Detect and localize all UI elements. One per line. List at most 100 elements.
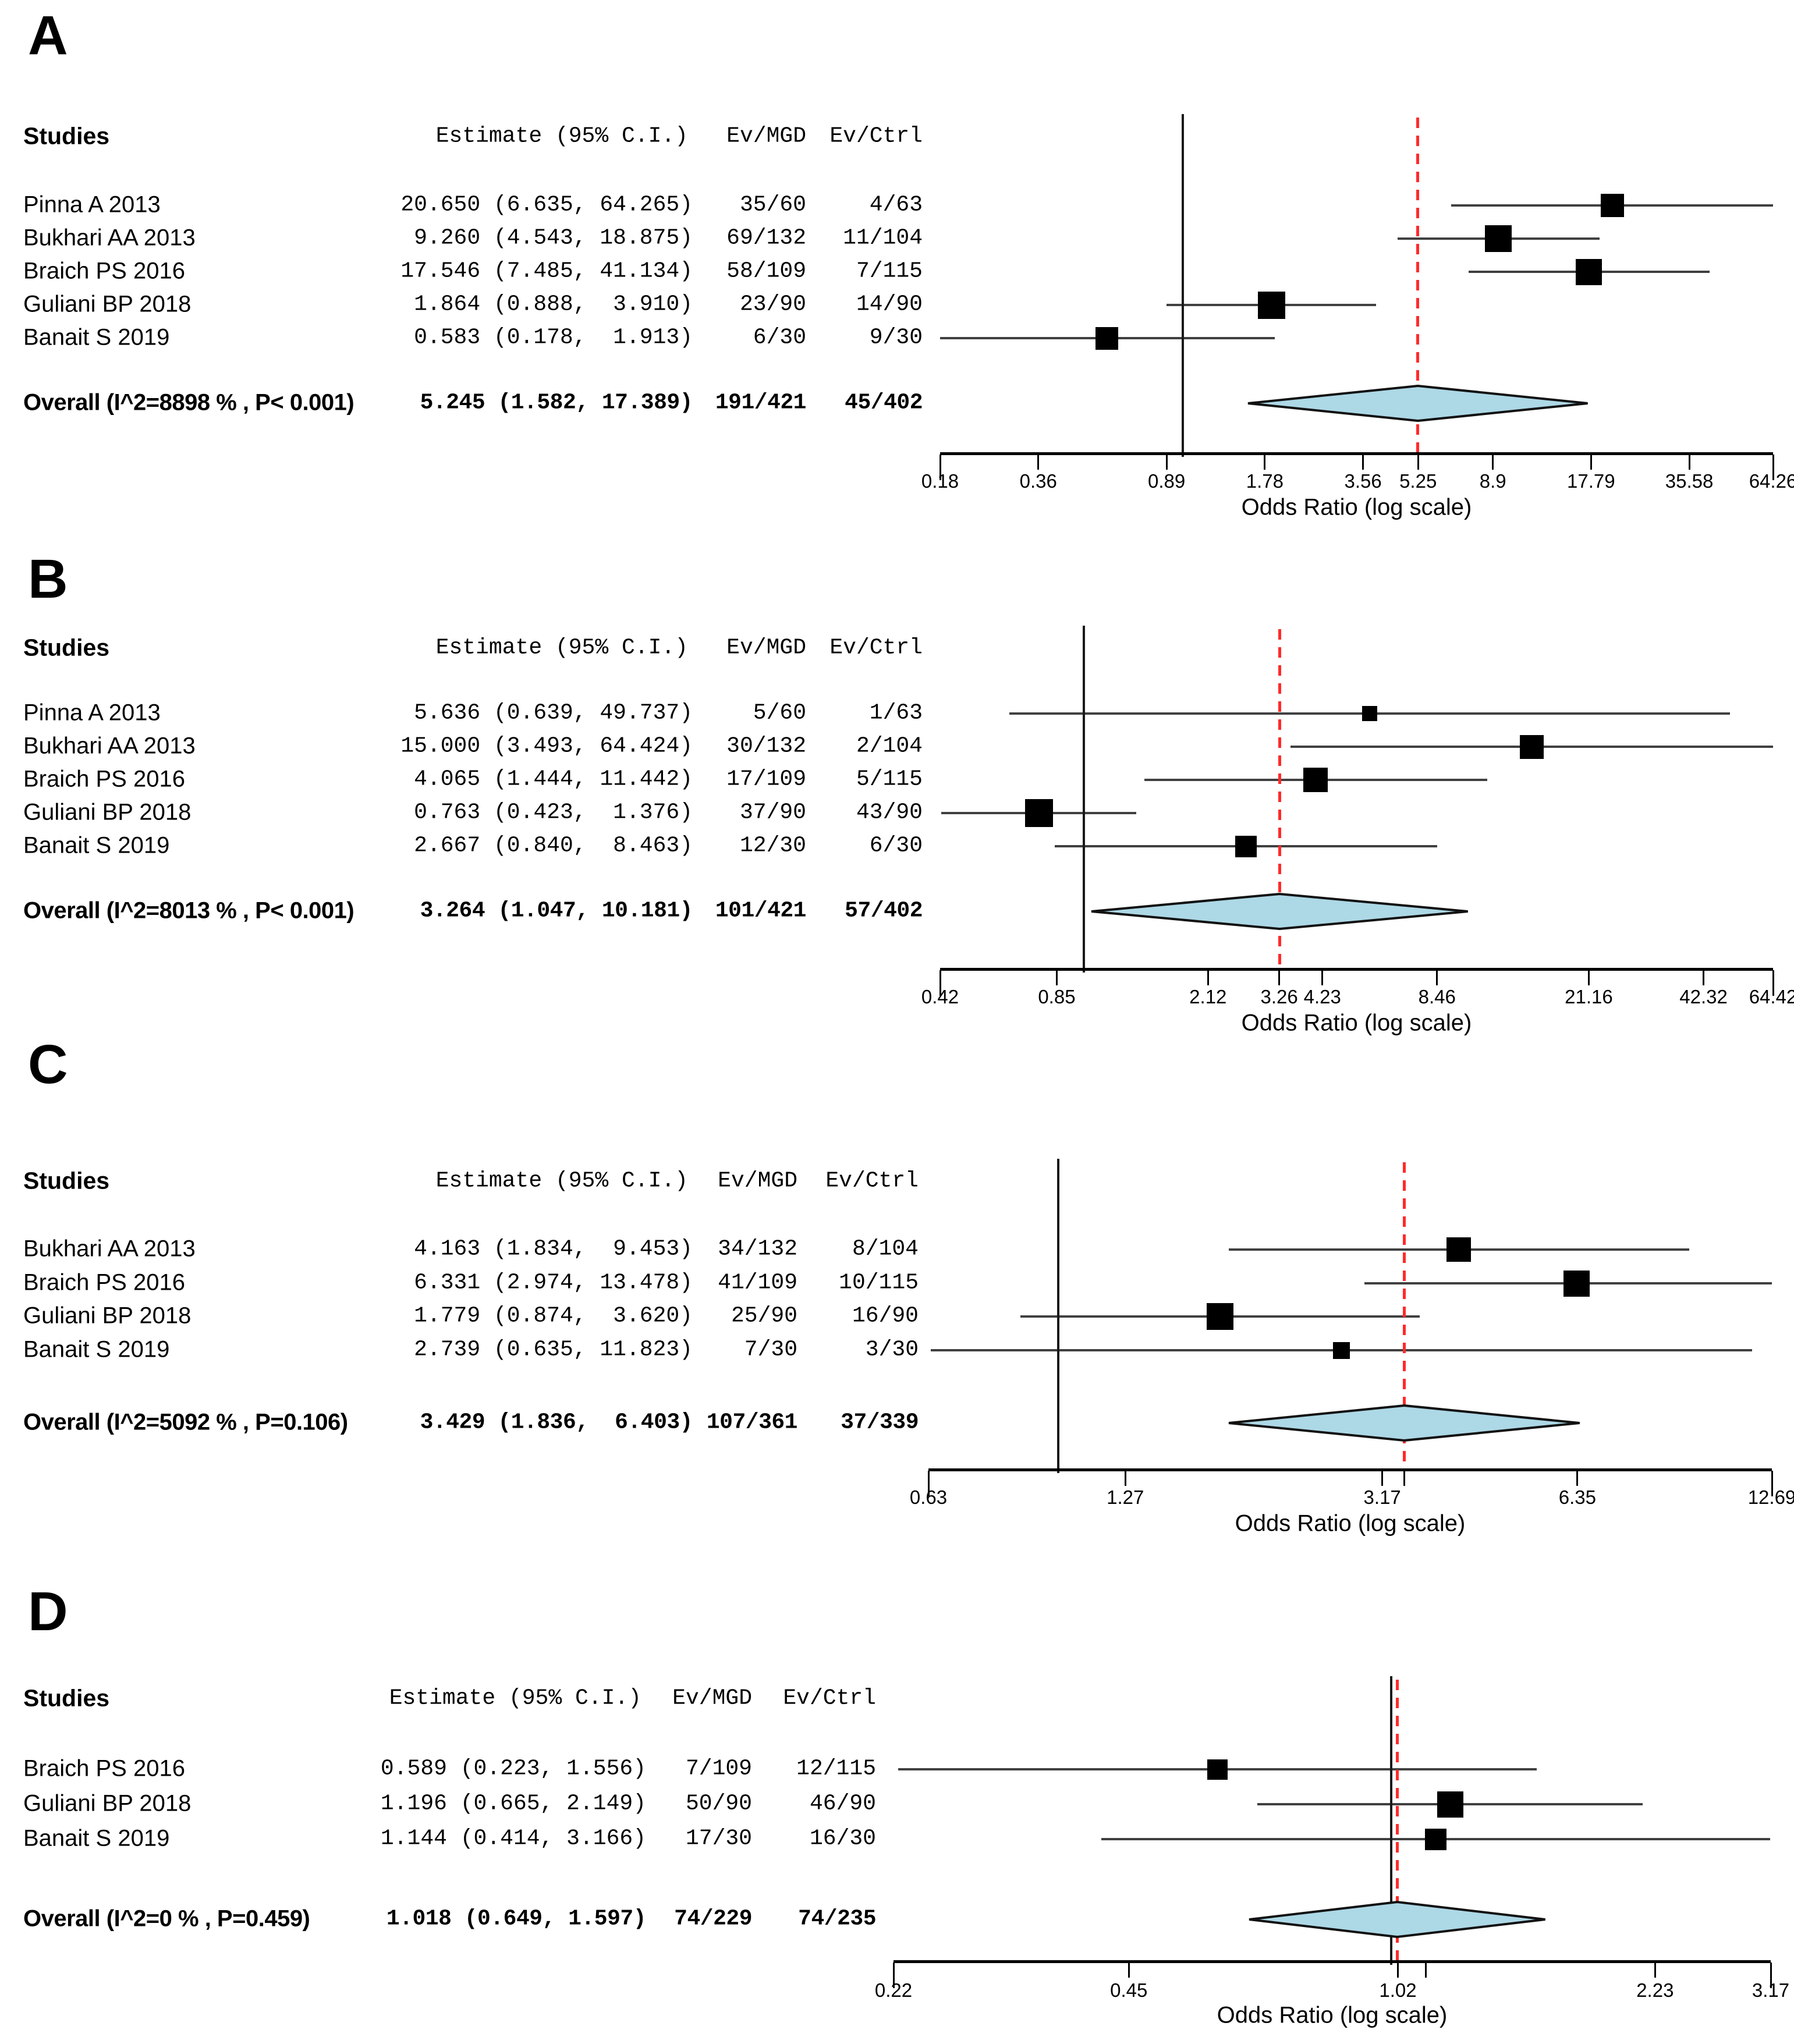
overall-events-mgd: 107/361 <box>706 1410 798 1435</box>
overall-dashed-line <box>1278 629 1281 969</box>
axis-tick <box>1436 970 1438 985</box>
study-name: Braich PS 2016 <box>23 1269 185 1296</box>
axis-tick-label: 64.42 <box>1749 986 1794 1007</box>
axis-tick <box>1772 455 1774 480</box>
events-ctrl: 9/30 <box>869 325 923 350</box>
effect-marker <box>1303 768 1328 792</box>
effect-marker <box>1257 291 1285 319</box>
axis-tick-label: 3.56 <box>1344 470 1382 492</box>
axis-tick-label: 0.89 <box>1147 470 1186 492</box>
axis-tick-label: 64.26 <box>1749 470 1794 492</box>
axis-tick <box>1396 1963 1399 1978</box>
summary-diamond-shape <box>1091 892 1468 931</box>
axis-title: Odds Ratio (log scale) <box>1241 1010 1472 1036</box>
column-header-ev-mgd: Ev/MGD <box>726 635 806 661</box>
axis-tick <box>1771 1471 1773 1496</box>
axis-tick <box>1128 1963 1130 1978</box>
column-header-ev-ctrl: Ev/Ctrl <box>825 1168 919 1194</box>
events-ctrl: 8/104 <box>852 1236 919 1262</box>
axis-tick <box>939 970 941 996</box>
axis-tick-label: 1.78 <box>1246 470 1284 492</box>
axis-tick-label: 17.79 <box>1567 470 1615 492</box>
events-ctrl: 3/30 <box>865 1337 919 1362</box>
axis-line <box>940 968 1773 971</box>
axis-line <box>940 452 1773 455</box>
axis-tick <box>1321 970 1324 985</box>
effect-marker <box>1362 706 1378 721</box>
estimate-value: 0.763 (0.423, 1.376) <box>400 800 693 825</box>
axis-tick <box>1037 455 1040 470</box>
effect-marker <box>1332 1342 1350 1359</box>
null-reference-line <box>1390 1676 1393 1965</box>
summary-diamond <box>1091 892 1468 931</box>
overall-label: Overall (I^2=5092 % , P=0.106) <box>23 1409 348 1435</box>
events-ctrl: 12/115 <box>796 1756 876 1782</box>
events-mgd: 7/30 <box>744 1337 797 1362</box>
study-name: Banait S 2019 <box>23 1825 170 1851</box>
estimate-value: 5.636 (0.639, 49.737) <box>400 700 693 726</box>
axis-tick <box>939 455 941 480</box>
axis-tick-label: 4.23 <box>1303 986 1341 1007</box>
effect-marker <box>1424 1828 1446 1850</box>
summary-diamond <box>1228 1404 1580 1442</box>
panel-label: C <box>28 1034 68 1095</box>
axis-title: Odds Ratio (log scale) <box>1241 494 1472 520</box>
column-header-ev-ctrl: Ev/Ctrl <box>829 635 923 661</box>
estimate-value: 1.779 (0.874, 3.620) <box>414 1303 693 1329</box>
events-ctrl: 2/104 <box>856 733 923 759</box>
study-name: Guliani BP 2018 <box>23 799 192 825</box>
overall-events-ctrl: 45/402 <box>845 390 923 416</box>
axis-tick-label: 1.27 <box>1107 1486 1144 1508</box>
axis-tick-label: 5.25 <box>1399 470 1437 492</box>
estimate-value: 17.546 (7.485, 41.134) <box>400 258 693 284</box>
overall-estimate-value: 5.245 (1.582, 17.389) <box>420 390 693 416</box>
effect-marker <box>1485 225 1512 252</box>
estimate-value: 1.196 (0.665, 2.149) <box>380 1791 646 1816</box>
axis-tick-label: 12.69 <box>1747 1486 1794 1508</box>
overall-estimate-value: 1.018 (0.649, 1.597) <box>386 1906 647 1932</box>
overall-events-mgd: 191/421 <box>715 390 807 416</box>
events-mgd: 37/90 <box>739 800 806 825</box>
summary-diamond-shape <box>1247 384 1588 423</box>
events-ctrl: 14/90 <box>856 292 923 317</box>
axis-line <box>928 1468 1772 1471</box>
events-ctrl: 16/90 <box>852 1303 919 1329</box>
study-name: Guliani BP 2018 <box>23 1790 192 1816</box>
effect-marker <box>1437 1791 1463 1818</box>
axis-tick-label: 0.42 <box>921 986 959 1007</box>
axis-title: Odds Ratio (log scale) <box>1235 1510 1466 1536</box>
null-reference-line <box>1182 114 1185 457</box>
axis-tick <box>1278 970 1281 985</box>
estimate-value: 9.260 (4.543, 18.875) <box>400 225 693 251</box>
effect-marker <box>1207 1759 1228 1780</box>
study-name: Bukhari AA 2013 <box>23 225 196 251</box>
events-mgd: 25/90 <box>731 1303 797 1329</box>
events-mgd: 34/132 <box>718 1236 797 1262</box>
events-mgd: 58/109 <box>726 258 806 284</box>
effect-marker <box>1563 1270 1590 1297</box>
estimate-value: 4.163 (1.834, 9.453) <box>414 1236 693 1262</box>
study-name: Guliani BP 2018 <box>23 291 192 317</box>
column-header-estimate: Estimate (95% C.I.) <box>435 635 688 661</box>
overall-estimate-value: 3.429 (1.836, 6.403) <box>420 1410 693 1435</box>
effect-marker <box>1576 258 1602 285</box>
axis-tick-label: 8.9 <box>1479 470 1506 492</box>
column-header-studies: Studies <box>23 1167 110 1194</box>
summary-diamond <box>1247 384 1588 423</box>
study-name: Banait S 2019 <box>23 832 170 858</box>
axis-tick <box>1124 1471 1126 1486</box>
overall-dashed-line <box>1395 1680 1399 1961</box>
axis-tick-label: 0.63 <box>909 1486 948 1508</box>
panel-label: D <box>28 1581 68 1642</box>
axis-tick-label: 3.26 <box>1260 986 1298 1007</box>
axis-tick <box>892 1963 895 1988</box>
axis-tick-label: 35.58 <box>1665 470 1714 492</box>
events-ctrl: 11/104 <box>843 225 923 251</box>
study-name: Banait S 2019 <box>23 324 170 350</box>
events-mgd: 69/132 <box>726 225 806 251</box>
study-name: Guliani BP 2018 <box>23 1303 192 1329</box>
study-name: Pinna A 2013 <box>23 191 161 218</box>
axis-minor-tick <box>1403 1471 1406 1486</box>
axis-tick <box>1688 455 1690 470</box>
overall-events-ctrl: 74/235 <box>798 1906 876 1932</box>
